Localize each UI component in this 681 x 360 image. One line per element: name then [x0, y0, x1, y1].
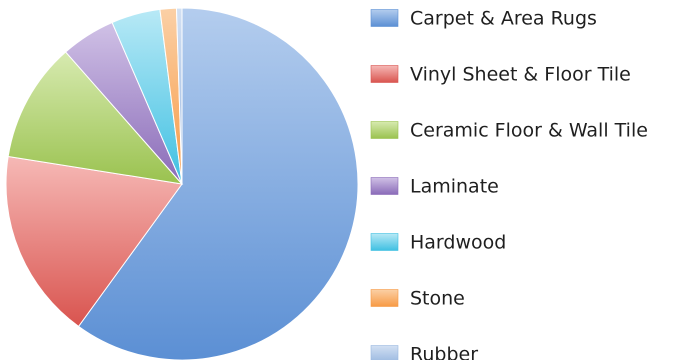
legend-label: Hardwood	[410, 232, 506, 254]
pie-slice-ceramic-floor-and-wall-tile	[7, 51, 184, 185]
legend-item-carpet-and-area-rugs: Carpet & Area Rugs	[370, 8, 597, 30]
pie-slice-carpet-and-area-rugs	[77, 7, 359, 360]
legend-swatch	[370, 9, 399, 27]
legend-label: Vinyl Sheet & Floor Tile	[410, 64, 631, 86]
pie-slice-rubber	[175, 7, 183, 185]
legend-label: Laminate	[410, 176, 499, 198]
legend-label: Rubber	[410, 344, 478, 360]
pie-slices	[5, 7, 359, 360]
legend-swatch	[370, 345, 399, 360]
legend-item-hardwood: Hardwood	[370, 232, 506, 254]
legend-item-vinyl-sheet-and-floor-tile: Vinyl Sheet & Floor Tile	[370, 64, 631, 86]
legend-label: Ceramic Floor & Wall Tile	[410, 120, 648, 142]
legend-swatch	[370, 121, 399, 139]
legend-item-stone: Stone	[370, 288, 465, 310]
legend-swatch	[370, 289, 399, 307]
legend-swatch	[370, 177, 399, 195]
legend-label: Stone	[410, 288, 465, 310]
legend-item-rubber: Rubber	[370, 344, 478, 360]
legend-swatch	[370, 65, 399, 83]
legend-item-ceramic-floor-and-wall-tile: Ceramic Floor & Wall Tile	[370, 120, 648, 142]
legend-label: Carpet & Area Rugs	[410, 8, 597, 30]
legend: Carpet & Area Rugs Vinyl Sheet & Floor Ti…	[370, 8, 648, 360]
legend-swatch	[370, 233, 399, 251]
legend-item-laminate: Laminate	[370, 176, 499, 198]
pie-slice-vinyl-sheet-and-floor-tile	[5, 155, 183, 328]
